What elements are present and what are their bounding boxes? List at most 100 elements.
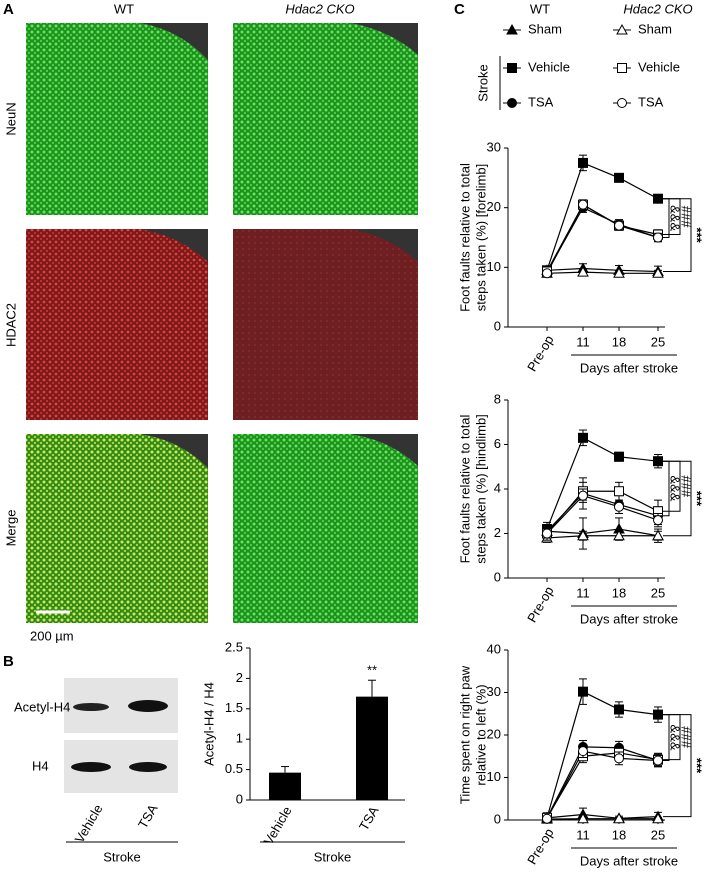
y-tick-label: 1 [236, 731, 243, 746]
legend-label: Vehicle [528, 59, 570, 74]
x-tick-label: 18 [612, 827, 626, 842]
x-axis-label: Days after stroke [580, 853, 678, 868]
x-tick-label: 25 [651, 585, 665, 600]
legend-marker [508, 64, 517, 73]
legend-label: TSA [638, 94, 664, 109]
bar [356, 697, 388, 800]
micrograph [26, 23, 208, 215]
data-point [579, 433, 588, 442]
blot-label: Acetyl-H4 [14, 699, 70, 714]
y-tick-label: 0 [494, 811, 501, 826]
data-point [579, 158, 588, 167]
x-tick-label: Pre-op [524, 333, 557, 374]
y-tick-label: 0.5 [225, 761, 243, 776]
data-point [579, 747, 588, 756]
y-tick-label: 20 [487, 726, 501, 741]
series-line [547, 529, 658, 536]
y-axis-label: Foot faults relative to total [457, 163, 472, 312]
data-point [615, 487, 624, 496]
panel-label: A [3, 1, 14, 18]
data-point [615, 173, 624, 182]
data-point [615, 221, 624, 230]
series-line [547, 272, 658, 273]
y-axis-label: steps taken (%) [forelimb] [473, 164, 488, 311]
data-point [654, 194, 663, 203]
row-label: Merge [3, 510, 18, 547]
x-axis-label: Days after stroke [580, 360, 678, 375]
y-axis-label: Acetyl-H4 / H4 [201, 682, 216, 766]
lane-label: Vehicle [72, 802, 106, 846]
data-point [654, 710, 663, 719]
y-tick-label: 6 [494, 436, 501, 451]
y-tick-label: 2 [236, 670, 243, 685]
legend-group: Stroke [475, 64, 490, 102]
legend-marker [508, 99, 517, 108]
sig-label: *** [690, 491, 705, 507]
y-tick-label: 8 [494, 391, 501, 406]
y-axis-label: Time spent on right paw [457, 665, 472, 804]
data-point [615, 502, 624, 511]
y-tick-label: 0 [494, 569, 501, 584]
data-point [543, 529, 552, 538]
series-line [547, 536, 658, 538]
data-point [654, 233, 663, 242]
x-tick-label: 25 [651, 827, 665, 842]
series-line [547, 491, 658, 533]
y-tick-label: 10 [487, 259, 501, 274]
series-line [547, 205, 658, 274]
data-point [654, 457, 663, 466]
scale-label: 200 µm [30, 628, 74, 643]
y-tick-label: 2.5 [225, 639, 243, 654]
panel-label: B [3, 653, 14, 670]
x-tick-label: 11 [576, 334, 590, 349]
y-tick-label: 30 [487, 139, 501, 154]
series-line [547, 205, 658, 272]
micrograph [233, 229, 418, 420]
y-tick-label: 0 [236, 791, 243, 806]
column-label: Hdac2 CKO [285, 1, 354, 16]
annotation: ** [367, 663, 377, 678]
x-tick-label: 18 [612, 585, 626, 600]
y-tick-label: 20 [487, 199, 501, 214]
y-tick-label: 1.5 [225, 700, 243, 715]
band [128, 700, 168, 712]
data-point [579, 687, 588, 696]
row-label: NeuN [3, 102, 18, 135]
band [129, 762, 167, 772]
y-axis-label: steps taken (%) [hindlimb] [473, 414, 488, 564]
lane-label: TSA [135, 801, 161, 831]
micrograph [233, 434, 418, 623]
data-point [654, 516, 663, 525]
micrograph [26, 229, 208, 420]
series-line [547, 814, 658, 818]
sig-label: *** [690, 228, 705, 244]
legend-label: Sham [528, 21, 562, 36]
legend-marker [618, 99, 627, 108]
y-tick-label: 2 [494, 525, 501, 540]
bar [269, 773, 301, 800]
y-tick-label: 30 [487, 684, 501, 699]
group-label: Stroke [103, 849, 141, 864]
blot-label: H4 [32, 758, 49, 773]
row-label: HDAC2 [3, 303, 18, 347]
y-axis-label: relative to left (%) [473, 684, 488, 785]
legend-label: TSA [528, 94, 554, 109]
legend-column: WT [530, 1, 550, 16]
series-line [547, 269, 658, 272]
x-tick-label: 11 [576, 827, 590, 842]
legend-label: Sham [638, 21, 672, 36]
y-axis-label: Foot faults relative to total [457, 414, 472, 563]
band [73, 703, 109, 711]
micrographs [26, 23, 418, 623]
legend-label: Vehicle [638, 59, 680, 74]
data-point [615, 754, 624, 763]
data-point [543, 269, 552, 278]
legend-column: Hdac2 CKO [623, 1, 692, 16]
y-tick-label: 10 [487, 769, 501, 784]
y-tick-label: 4 [494, 480, 501, 495]
data-point [543, 814, 552, 823]
x-tick-label: Pre-op [524, 826, 557, 867]
column-label: WT [114, 1, 134, 16]
data-point [579, 491, 588, 500]
